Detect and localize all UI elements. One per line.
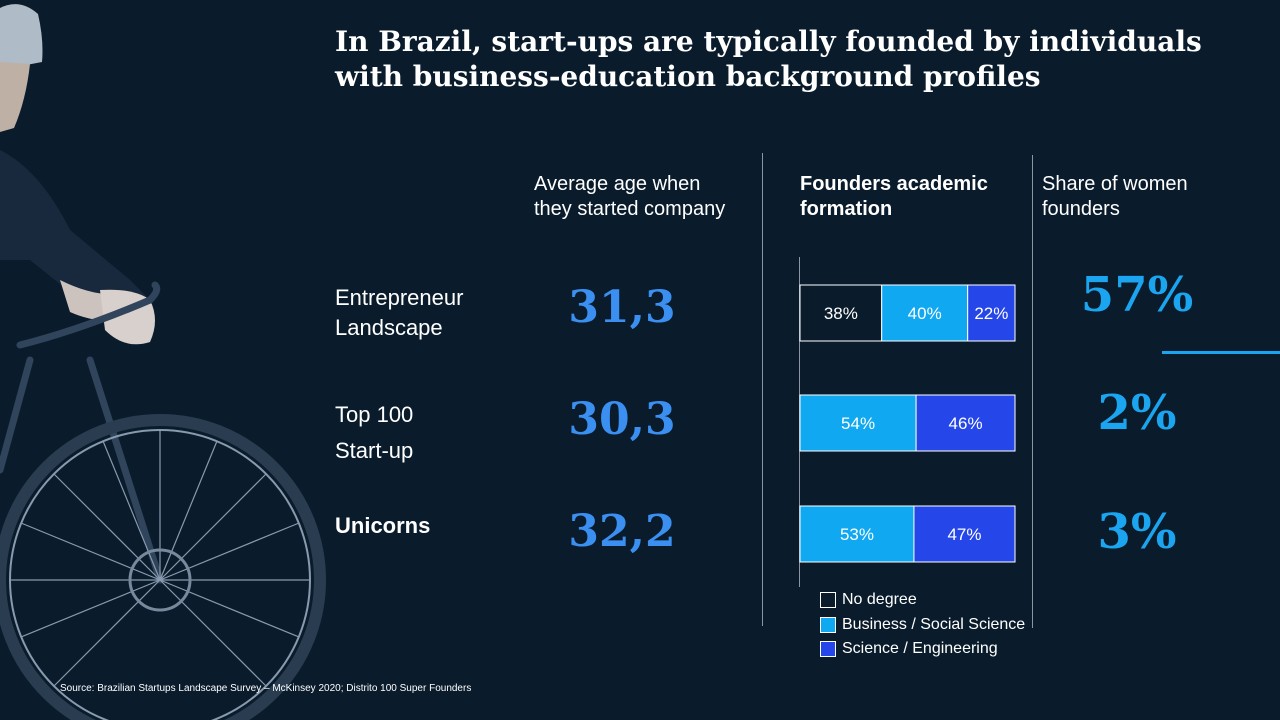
bar-data-label: 40% <box>908 304 942 323</box>
page-title: In Brazil, start-ups are typically found… <box>335 24 1235 94</box>
formation-column-header: Founders academic formation <box>800 172 988 222</box>
chart-legend: No degree Business / Social Science Scie… <box>820 588 1025 662</box>
legend-item-no-degree: No degree <box>820 588 1025 613</box>
women-share-entrepreneur-landscape: 57% <box>1080 267 1194 323</box>
bar-segment <box>799 284 883 342</box>
row-label-unicorns: Unicorns <box>335 511 430 541</box>
age-value-unicorns: 32,2 <box>568 506 676 557</box>
accent-line <box>1162 351 1280 354</box>
row-label-line-1: Unicorns <box>335 513 431 538</box>
bar-segment <box>967 284 1016 342</box>
women-header-line-2: founders <box>1042 198 1120 220</box>
bar-data-label: 38% <box>824 304 858 323</box>
formation-header-line-2: formation <box>800 198 893 220</box>
bar-segment <box>799 505 915 563</box>
title-line-2: with business-education background profi… <box>335 60 1041 93</box>
women-column-header: Share of women founders <box>1042 172 1188 222</box>
row-label-entrepreneur-landscape: Entrepreneur Landscape <box>335 283 463 343</box>
row-label-top-100: Top 100 Start-up <box>335 397 413 469</box>
legend-item-science: Science / Engineering <box>820 637 1025 662</box>
legend-label: Business / Social Science <box>842 615 1026 633</box>
row-label-line-1: Top 100 <box>335 402 414 427</box>
women-share-top-100: 2% <box>1097 385 1177 441</box>
formation-header-line-1: Founders academic <box>800 173 988 195</box>
column-divider-2 <box>1032 155 1033 628</box>
age-column-header: Average age when they started company <box>534 172 725 222</box>
age-value-top-100: 30,3 <box>568 394 676 445</box>
title-line-1: In Brazil, start-ups are typically found… <box>335 25 1202 58</box>
women-share-unicorns: 3% <box>1097 504 1177 560</box>
cyclist-photo <box>0 4 326 720</box>
row-label-line-1: Entrepreneur <box>335 285 464 310</box>
bar-segment <box>881 284 969 342</box>
age-header-line-2: they started company <box>534 198 726 220</box>
bar-data-label: 53% <box>840 525 874 544</box>
column-divider-1 <box>762 153 763 626</box>
legend-label: Science / Engineering <box>842 640 998 658</box>
women-header-line-1: Share of women <box>1042 173 1188 195</box>
legend-swatch-no-degree <box>820 592 836 609</box>
row-label-line-2: Start-up <box>335 438 414 463</box>
bar-data-label: 54% <box>841 414 875 433</box>
legend-item-business: Business / Social Science <box>820 613 1025 638</box>
bar-segment <box>915 394 1016 452</box>
bar-data-label: 47% <box>947 525 981 544</box>
legend-swatch-business <box>820 616 836 633</box>
age-value-entrepreneur-landscape: 31,3 <box>568 282 676 333</box>
source-note: Source: Brazilian Startups Landscape Sur… <box>60 683 472 694</box>
legend-swatch-science <box>820 641 836 658</box>
bar-data-label: 46% <box>949 414 983 433</box>
row-label-line-2: Landscape <box>335 315 443 340</box>
bar-segment <box>913 505 1016 563</box>
age-header-line-1: Average age when <box>534 173 701 195</box>
bar-data-label: 22% <box>974 304 1008 323</box>
legend-label: No degree <box>842 591 917 609</box>
